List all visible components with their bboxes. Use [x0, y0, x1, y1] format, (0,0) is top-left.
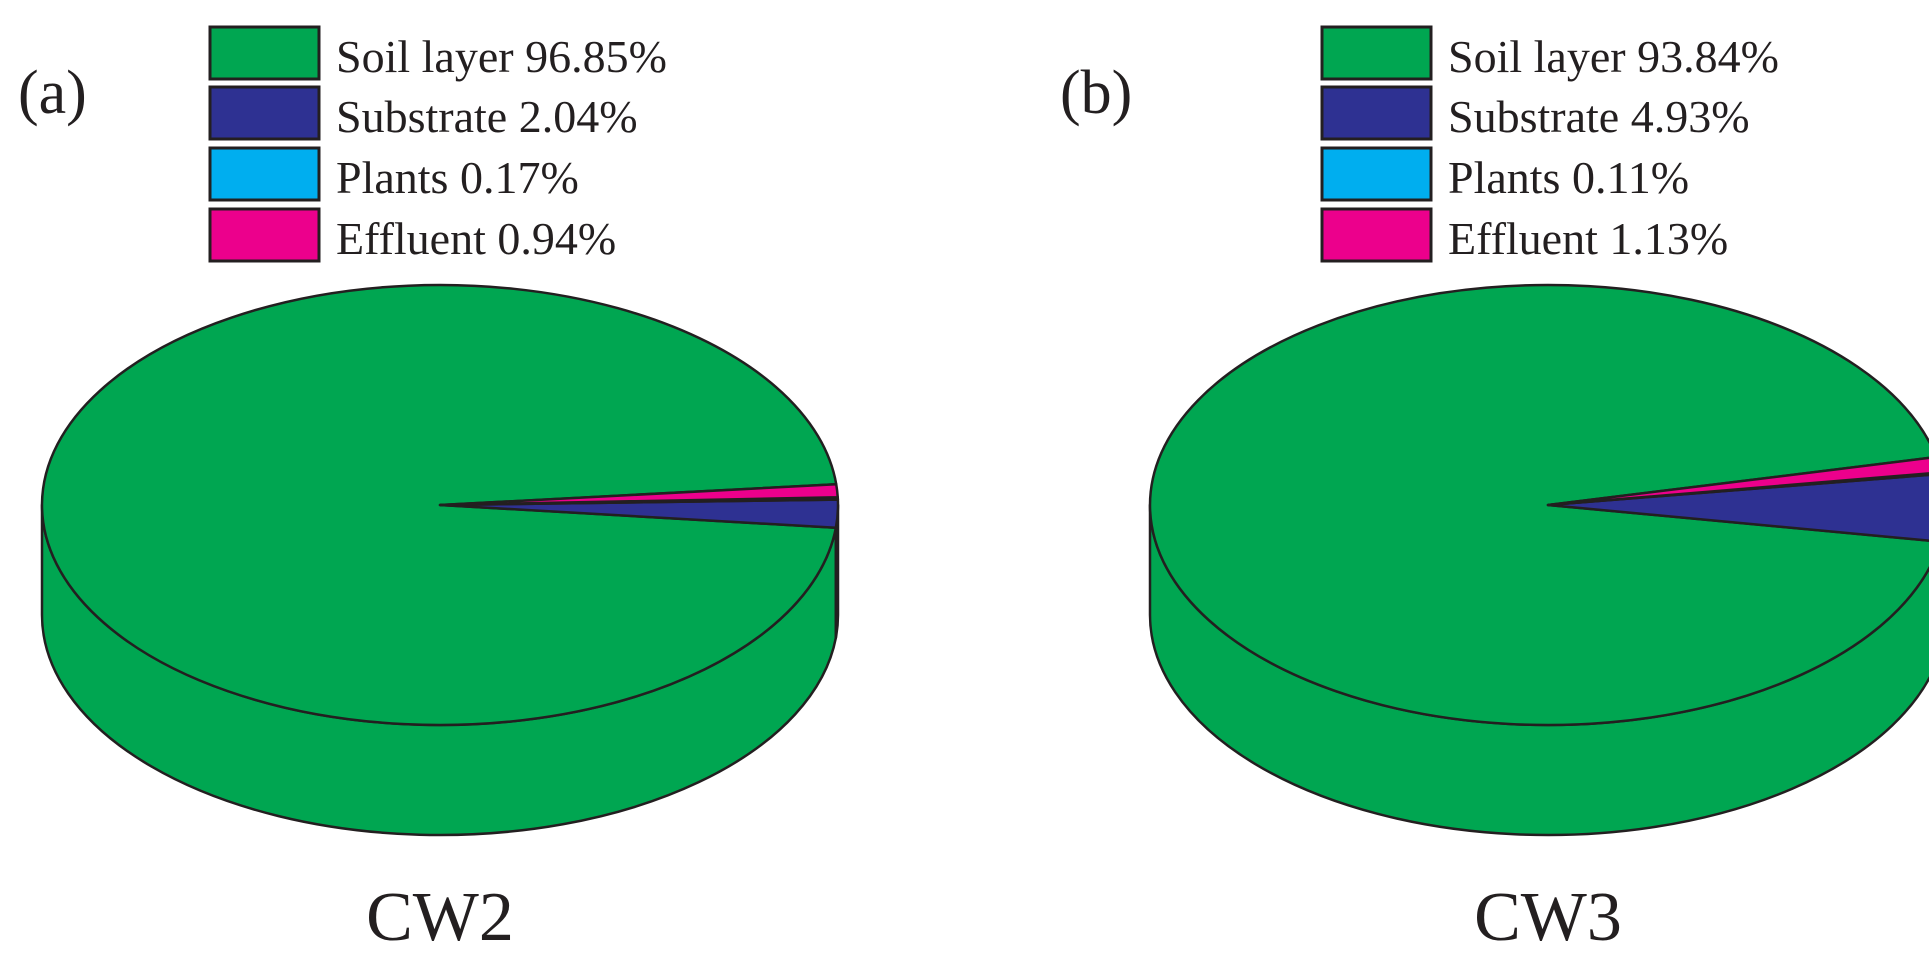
legend-swatch-plants: [208, 146, 321, 202]
legend-swatch-soil-layer: [1320, 25, 1433, 81]
pie-slice-effluent: [1546, 456, 1929, 507]
legend-label-soil-layer: Soil layer 96.85%: [336, 31, 667, 82]
panel-label: (a): [18, 59, 87, 127]
pie-slice-substrate: [1546, 473, 1929, 542]
chart-panel-cw2: (a) Soil layer 96.85% Substrate 2.04% Pl…: [18, 25, 840, 956]
chart-caption: CW2: [366, 879, 514, 956]
pie-slice-effluent: [438, 483, 839, 507]
legend-swatch-effluent: [1320, 207, 1433, 263]
panel-label: (b): [1060, 59, 1132, 127]
chart-caption: CW3: [1474, 879, 1622, 956]
legend-label-effluent: Effluent 1.13%: [1448, 213, 1728, 264]
pie-cw3: [1148, 283, 1929, 837]
legend-swatch-substrate: [208, 85, 321, 141]
legend-swatch-substrate: [1320, 85, 1433, 141]
legend-swatch-soil-layer: [208, 25, 321, 81]
legend: Soil layer 93.84% Substrate 4.93% Plants…: [1320, 25, 1779, 264]
legend-label-plants: Plants 0.17%: [336, 152, 579, 203]
pie-slice-soil-layer: [1148, 283, 1929, 727]
pie-cw2: [40, 283, 840, 837]
chart-panel-cw3: (b) Soil layer 93.84% Substrate 4.93% Pl…: [1060, 25, 1929, 956]
legend-swatch-plants: [1320, 146, 1433, 202]
legend: Soil layer 96.85% Substrate 2.04% Plants…: [208, 25, 667, 264]
legend-label-soil-layer: Soil layer 93.84%: [1448, 31, 1779, 82]
legend-label-substrate: Substrate 4.93%: [1448, 91, 1750, 142]
legend-swatch-effluent: [208, 207, 321, 263]
legend-label-plants: Plants 0.11%: [1448, 152, 1689, 203]
legend-label-effluent: Effluent 0.94%: [336, 213, 616, 264]
legend-label-substrate: Substrate 2.04%: [336, 91, 638, 142]
